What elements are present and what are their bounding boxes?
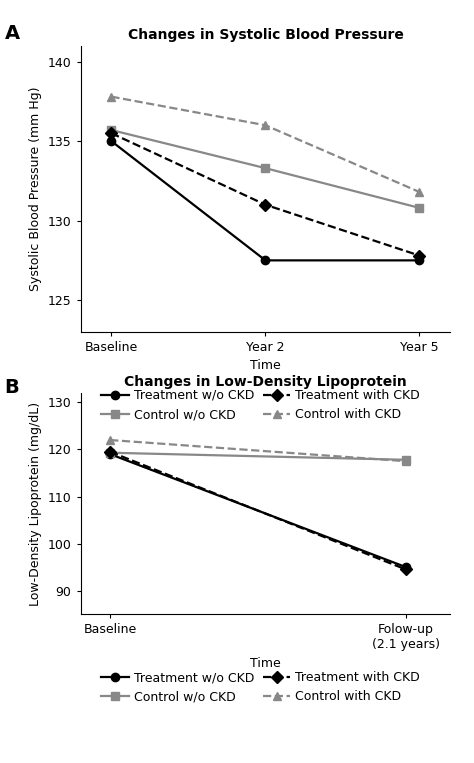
X-axis label: Time: Time: [250, 359, 281, 372]
Legend: Treatment w/o CKD, Control w/o CKD, Treatment with CKD, Control with CKD: Treatment w/o CKD, Control w/o CKD, Trea…: [96, 666, 425, 709]
X-axis label: Time: Time: [250, 657, 281, 670]
Text: B: B: [5, 378, 19, 397]
Title: Changes in Systolic Blood Pressure: Changes in Systolic Blood Pressure: [128, 27, 403, 42]
Y-axis label: Systolic Blood Pressure (mm Hg): Systolic Blood Pressure (mm Hg): [29, 86, 42, 291]
Text: A: A: [5, 24, 20, 43]
Y-axis label: Low-Density Lipoprotein (mg/dL): Low-Density Lipoprotein (mg/dL): [29, 401, 42, 606]
Legend: Treatment w/o CKD, Control w/o CKD, Treatment with CKD, Control with CKD: Treatment w/o CKD, Control w/o CKD, Trea…: [96, 384, 425, 427]
Title: Changes in Low-Density Lipoprotein: Changes in Low-Density Lipoprotein: [124, 375, 407, 389]
